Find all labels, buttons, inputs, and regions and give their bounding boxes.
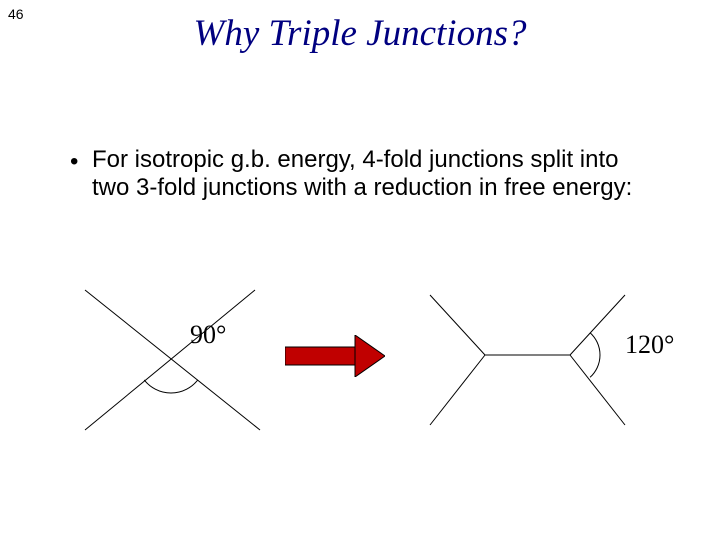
bullet-text: For isotropic g.b. energy, 4-fold juncti…: [92, 146, 660, 203]
slide-title: Why Triple Junctions?: [0, 12, 720, 55]
left-angle-label: 90°: [190, 320, 226, 350]
slide-page: 46 Why Triple Junctions? • For isotropic…: [0, 0, 720, 540]
bullet-dot-icon: •: [70, 148, 78, 176]
fourfold-junction-diagram: [40, 270, 290, 450]
threefold-junction-diagram: [400, 275, 655, 445]
bullet-item: • For isotropic g.b. energy, 4-fold junc…: [70, 146, 660, 203]
right-angle-label: 120°: [625, 330, 674, 360]
transition-arrow-icon: [285, 335, 385, 377]
